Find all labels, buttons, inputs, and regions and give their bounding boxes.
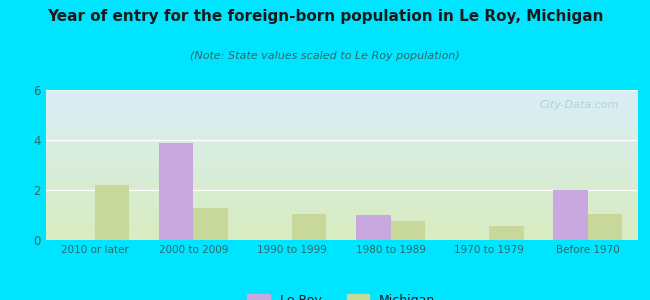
Bar	[159, 142, 194, 240]
Legend: Le Roy, Michigan: Le Roy, Michigan	[247, 294, 436, 300]
Bar	[588, 214, 622, 240]
Text: Year of entry for the foreign-born population in Le Roy, Michigan: Year of entry for the foreign-born popul…	[47, 9, 603, 24]
Bar	[391, 221, 425, 240]
Bar	[489, 226, 524, 240]
Bar	[194, 208, 228, 240]
Text: (Note: State values scaled to Le Roy population): (Note: State values scaled to Le Roy pop…	[190, 51, 460, 61]
Bar	[553, 190, 588, 240]
Bar	[292, 214, 326, 240]
Text: City-Data.com: City-Data.com	[540, 100, 619, 110]
Bar	[95, 185, 129, 240]
Bar	[356, 215, 391, 240]
